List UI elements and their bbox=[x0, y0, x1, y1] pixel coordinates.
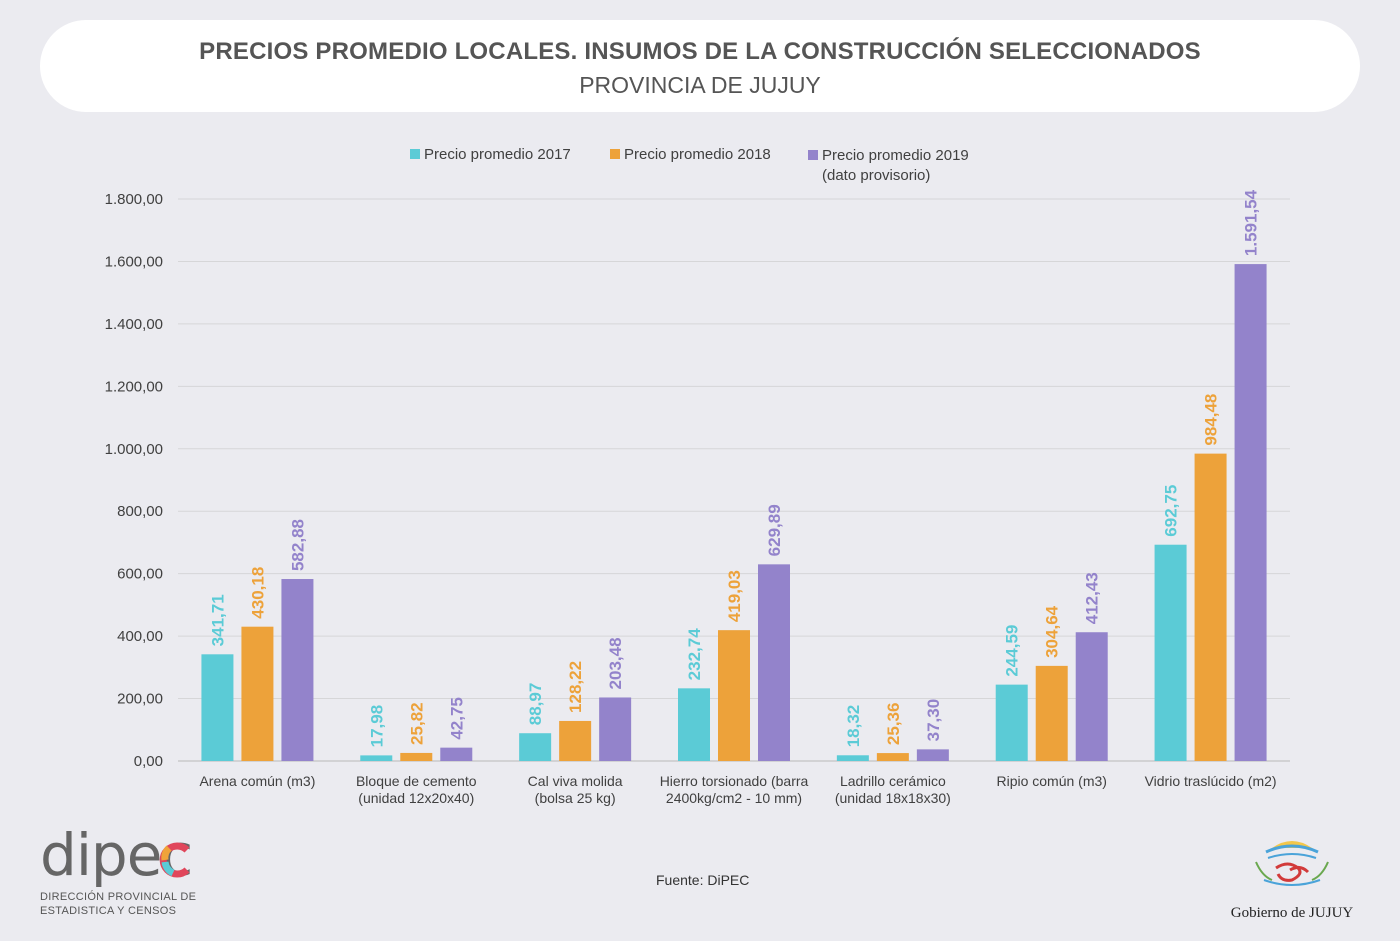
bar bbox=[281, 579, 314, 761]
bar bbox=[201, 654, 234, 761]
jujuy-emblem-icon bbox=[1255, 841, 1329, 886]
bar bbox=[599, 697, 632, 761]
x-tick-label: Ripio común (m3) bbox=[996, 773, 1106, 789]
legend-item-2019: Precio promedio 2019 (dato provisorio) bbox=[808, 146, 969, 186]
chart-subtitle: PROVINCIA DE JUJUY bbox=[579, 72, 821, 98]
gobierno-jujuy-logo: Gobierno de JUJUY bbox=[1222, 834, 1362, 922]
data-label: 17,98 bbox=[367, 705, 386, 748]
bar bbox=[400, 752, 433, 761]
y-tick-label: 1.800,00 bbox=[105, 191, 163, 208]
legend-swatch-2019 bbox=[808, 150, 818, 160]
legend-label-2019-line2: (dato provisorio) bbox=[822, 167, 931, 184]
bar bbox=[718, 630, 750, 761]
y-tick-label: 400,00 bbox=[117, 628, 163, 645]
data-label: 25,36 bbox=[884, 703, 903, 746]
x-tick-label: Ladrillo cerámico bbox=[840, 773, 946, 789]
legend-item-2018: Precio promedio 2018 bbox=[610, 146, 771, 163]
data-label: 244,59 bbox=[1003, 625, 1022, 677]
data-label: 232,74 bbox=[685, 628, 704, 681]
gobierno-jujuy-text: Gobierno de JUJUY bbox=[1230, 905, 1354, 921]
y-tick-label: 1.000,00 bbox=[105, 441, 163, 458]
legend-swatch-2018 bbox=[610, 149, 620, 159]
data-label: 692,75 bbox=[1162, 485, 1181, 537]
bar bbox=[995, 684, 1028, 761]
dipec-subtitle: DIRECCIÓN PROVINCIAL DE ESTADISTICA Y CE… bbox=[40, 891, 197, 917]
data-label: 203,48 bbox=[606, 637, 625, 689]
data-label: 582,88 bbox=[288, 519, 307, 571]
bar bbox=[876, 753, 909, 761]
data-label: 1.591,54 bbox=[1242, 189, 1261, 256]
bar bbox=[1234, 264, 1267, 761]
x-tick-label: Vidrio traslúcido (m2) bbox=[1145, 773, 1277, 789]
data-label: 412,43 bbox=[1083, 572, 1102, 624]
bar bbox=[678, 688, 710, 761]
x-tick-label: Arena común (m3) bbox=[199, 773, 315, 789]
data-label: 629,89 bbox=[765, 504, 784, 556]
bar bbox=[440, 747, 473, 761]
bar bbox=[559, 720, 592, 761]
x-tick-label: (unidad 12x20x40) bbox=[358, 790, 474, 806]
bar bbox=[1194, 453, 1227, 761]
y-tick-label: 1.200,00 bbox=[105, 378, 163, 395]
dipec-c-icon bbox=[159, 842, 190, 878]
data-label: 984,48 bbox=[1202, 394, 1221, 446]
bar bbox=[241, 626, 274, 761]
x-tick-label: 2400kg/cm2 - 10 mm) bbox=[666, 790, 802, 806]
y-tick-label: 0,00 bbox=[134, 753, 163, 770]
data-label: 18,32 bbox=[844, 705, 863, 748]
legend-label-2019-line1: Precio promedio 2019 bbox=[822, 147, 969, 164]
data-label: 37,30 bbox=[924, 699, 943, 742]
x-tick-label: Hierro torsionado (barra bbox=[660, 773, 809, 789]
legend-item-2017: Precio promedio 2017 bbox=[410, 146, 571, 163]
bar bbox=[758, 564, 790, 761]
data-label: 430,18 bbox=[248, 567, 267, 619]
data-label: 304,64 bbox=[1043, 605, 1062, 658]
legend-swatch-2017 bbox=[410, 149, 420, 159]
title-banner: PRECIOS PROMEDIO LOCALES. INSUMOS DE LA … bbox=[40, 20, 1360, 112]
y-tick-label: 800,00 bbox=[117, 503, 163, 520]
data-label: 88,97 bbox=[526, 683, 545, 726]
y-tick-label: 200,00 bbox=[117, 691, 163, 708]
y-tick-label: 600,00 bbox=[117, 566, 163, 583]
legend-label-2017: Precio promedio 2017 bbox=[424, 146, 571, 163]
x-tick-label: (unidad 18x18x30) bbox=[835, 790, 951, 806]
bar bbox=[1035, 665, 1068, 761]
x-tick-label: Cal viva molida bbox=[528, 773, 623, 789]
dipec-logo: dipec DIRECCIÓN PROVINCIAL DE ESTADISTIC… bbox=[40, 826, 196, 918]
data-label: 42,75 bbox=[447, 697, 466, 740]
bar bbox=[1075, 632, 1108, 761]
data-label: 128,22 bbox=[566, 661, 585, 713]
data-label: 341,71 bbox=[208, 594, 227, 646]
bar bbox=[836, 755, 869, 761]
y-tick-label: 1.400,00 bbox=[105, 316, 163, 333]
bar bbox=[916, 749, 949, 761]
bar bbox=[1154, 544, 1187, 761]
data-label: 419,03 bbox=[725, 570, 744, 622]
bar bbox=[519, 733, 552, 761]
x-tick-label: Bloque de cemento bbox=[356, 773, 477, 789]
source-note: Fuente: DiPEC bbox=[656, 872, 750, 888]
bar bbox=[360, 755, 393, 761]
y-tick-label: 1.600,00 bbox=[105, 253, 163, 270]
x-tick-label: (bolsa 25 kg) bbox=[535, 790, 616, 806]
legend-label-2018: Precio promedio 2018 bbox=[624, 146, 771, 163]
chart-title: PRECIOS PROMEDIO LOCALES. INSUMOS DE LA … bbox=[199, 38, 1201, 65]
data-label: 25,82 bbox=[407, 702, 426, 745]
